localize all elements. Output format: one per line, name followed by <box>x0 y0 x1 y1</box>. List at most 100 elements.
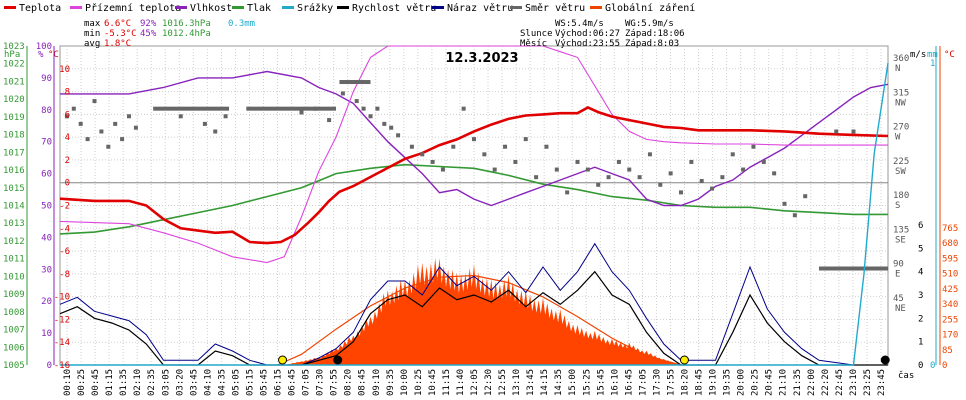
wind-direction-point <box>751 144 756 149</box>
humidity-line <box>60 70 889 207</box>
wind-direction-layer <box>64 80 888 271</box>
radiation-tick: 170 <box>942 331 958 341</box>
x-tick-label: 00:25 <box>77 369 87 396</box>
wind-direction-point <box>361 106 366 111</box>
x-tick-label: 17:55 <box>666 369 676 396</box>
x-tick-label: 08:20 <box>344 369 354 396</box>
stat-max-hum: 92% <box>140 19 157 29</box>
x-tick-label: 20:00 <box>737 369 747 396</box>
moonrise-time: Východ:23:55 <box>555 39 620 49</box>
left-axes: hPa% °C1005100610071008100910101011101210… <box>3 42 70 371</box>
x-tick-label: 12:05 <box>470 369 480 396</box>
temperature-tick: -2 <box>59 202 70 212</box>
sun-label: Slunce <box>520 29 553 39</box>
wind-direction-point <box>430 159 435 164</box>
pressure-tick: 1015 <box>3 184 25 194</box>
wind-direction-point <box>375 106 380 111</box>
wind-direction-point <box>472 137 476 142</box>
pressure-tick: 1021 <box>3 77 25 87</box>
wind-direction-tick: 225 <box>893 157 909 167</box>
x-tick-label: 22:45 <box>835 369 845 396</box>
temperature-tick: -12 <box>54 315 70 325</box>
wind-direction-point <box>71 106 76 111</box>
x-tick-label: 01:35 <box>119 369 129 396</box>
pressure-tick: 1006 <box>3 343 25 353</box>
temperature-tick: 6 <box>65 110 70 120</box>
wind-direction-tick: 315 <box>893 88 909 98</box>
x-tick-label: 23:25 <box>863 369 873 396</box>
humidity-axis-label: % <box>38 50 44 60</box>
wind-direction-point <box>120 137 125 142</box>
x-tick-label: 16:45 <box>624 369 634 396</box>
x-tick-label: 05:15 <box>245 369 255 396</box>
wind-direction-point <box>616 159 621 164</box>
humidity-tick: 90 <box>41 74 52 84</box>
legend-item-label: Náraz větru <box>447 2 513 14</box>
temperature-tick: 2 <box>65 156 70 166</box>
wind-direction-segment <box>819 266 888 271</box>
sunrise-time: Východ:06:27 <box>555 29 620 39</box>
x-tick-label: 17:05 <box>638 369 648 396</box>
radiation-tick: 765 <box>942 224 958 234</box>
pressure-tick: 1022 <box>3 60 25 70</box>
wind-direction-point <box>178 114 183 119</box>
legend-item-label: Srážky <box>297 2 333 14</box>
wind-direction-point <box>720 175 725 180</box>
wind-direction-point <box>482 152 487 157</box>
legend-item-label: Rychlost větru <box>352 2 436 14</box>
humidity-tick: 20 <box>41 297 52 307</box>
temperature-tick: -6 <box>59 247 70 257</box>
legend-swatch <box>432 6 444 9</box>
x-tick-label: 10:25 <box>414 369 424 396</box>
x-tick-label: 20:25 <box>751 369 761 396</box>
wind-direction-point <box>451 144 456 149</box>
stat-max-press: 1016.3hPa <box>162 19 211 29</box>
temperature-tick: -16 <box>54 361 70 371</box>
x-axis-unit: čas <box>898 370 914 381</box>
wind-speed-line <box>59 270 888 366</box>
humidity-tick: 50 <box>41 202 52 212</box>
wind-direction-segment <box>246 106 336 111</box>
moonset-time: Západ:8:03 <box>625 39 679 49</box>
wind-direction-point <box>834 129 839 134</box>
pressure-axis-label: hPa <box>4 50 20 60</box>
wind-direction-point <box>503 144 508 149</box>
legend-swatch <box>590 6 602 9</box>
wind-direction-point <box>627 167 632 172</box>
x-tick-label: 14:15 <box>540 369 550 396</box>
stat-min-label: min <box>84 29 100 39</box>
wind-direction-point <box>792 213 797 218</box>
pressure-tick: 1019 <box>3 113 25 123</box>
temperature-tick: -4 <box>59 224 70 234</box>
legend-swatch <box>70 6 82 9</box>
x-tick-label: 07:05 <box>302 369 312 396</box>
radiation-tick: 0 <box>942 361 947 371</box>
x-tick-label: 22:20 <box>821 369 831 396</box>
sunset-marker <box>679 355 689 365</box>
pressure-tick: 1011 <box>3 255 25 265</box>
wind-direction-point <box>772 171 777 176</box>
radiation-tick: 680 <box>942 239 958 249</box>
wind-direction-label: E <box>895 270 900 280</box>
x-tick-label: 11:40 <box>456 369 466 396</box>
x-tick-label: 02:10 <box>133 369 143 396</box>
wind-direction-point <box>78 121 83 126</box>
pressure-tick: 1005 <box>3 361 25 371</box>
x-tick-label: 00:45 <box>91 369 101 396</box>
legend-swatch <box>282 6 294 9</box>
x-tick-label: 05:45 <box>259 369 269 396</box>
chart-title: 12.3.2023 <box>445 51 518 66</box>
temperature-tick: 4 <box>65 133 70 143</box>
x-tick-label: 15:00 <box>568 369 578 396</box>
x-tick-label: 00:10 <box>63 369 73 396</box>
stat-ws: WS:5.4m/s <box>555 19 604 29</box>
wind-direction-point <box>523 137 528 142</box>
wind-direction-point <box>513 159 518 164</box>
wind-direction-point <box>113 121 118 126</box>
wind-speed-tick: 4 <box>918 268 923 278</box>
humidity-tick: 80 <box>41 106 52 116</box>
wind-direction-tick: 45 <box>893 294 904 304</box>
x-tick-label: 06:15 <box>274 369 284 396</box>
temperature-tick: -14 <box>54 338 70 348</box>
